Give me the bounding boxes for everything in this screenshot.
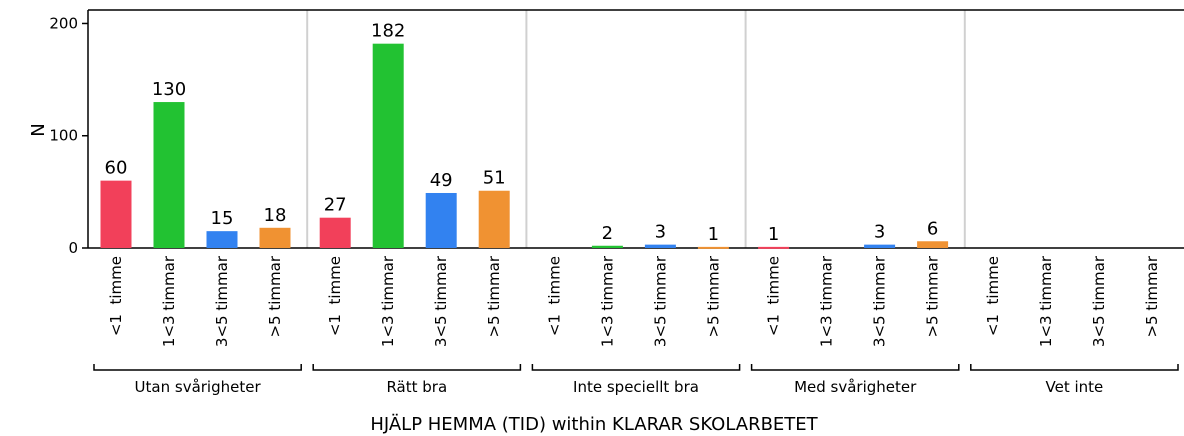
group-label: Rätt bra xyxy=(386,378,447,396)
sub-category-label: 1<3 timmar xyxy=(818,255,836,347)
group-bracket xyxy=(312,364,522,371)
value-label: 3 xyxy=(655,222,666,243)
bar xyxy=(478,190,510,248)
sub-category-label: 3<5 timmar xyxy=(871,255,889,347)
sub-category-label: <1 timme xyxy=(545,256,563,336)
bar xyxy=(319,217,351,248)
bar xyxy=(917,241,949,248)
y-tick-label: 200 xyxy=(49,14,78,32)
value-label: 3 xyxy=(874,222,885,243)
sub-category-label: 1<3 timmar xyxy=(1037,255,1055,347)
value-label: 18 xyxy=(264,205,287,226)
group-bracket xyxy=(970,364,1179,371)
bar xyxy=(697,246,729,249)
value-label: 1 xyxy=(708,224,719,245)
value-label: 15 xyxy=(211,208,234,229)
value-label: 130 xyxy=(152,79,186,100)
value-label: 1 xyxy=(768,224,779,245)
sub-category-label: 3<5 timmar xyxy=(432,255,450,347)
bar xyxy=(372,43,404,248)
bar xyxy=(153,102,185,248)
y-tick-label: 0 xyxy=(68,239,78,257)
bar xyxy=(100,180,132,248)
sub-category-label: <1 timme xyxy=(107,256,125,336)
group-label: Utan svårigheter xyxy=(135,378,262,396)
sub-category-label: 3<5 timmar xyxy=(1090,255,1108,347)
sub-category-label: 3<5 timmar xyxy=(213,255,231,347)
bar xyxy=(864,244,896,248)
sub-category-label: >5 timmar xyxy=(1143,255,1161,337)
sub-category-label: 3<5 timmar xyxy=(651,255,669,347)
group-label: Inte speciellt bra xyxy=(573,378,699,396)
bar xyxy=(206,231,238,248)
sub-category-label: >5 timmar xyxy=(924,255,942,337)
group-label: Med svårigheter xyxy=(794,378,917,396)
group-bracket xyxy=(531,364,741,371)
sub-category-label: >5 timmar xyxy=(704,255,722,337)
group-label: Vet inte xyxy=(1046,378,1104,396)
sub-category-label: 1<3 timmar xyxy=(379,255,397,347)
value-label: 27 xyxy=(324,195,347,216)
value-label: 6 xyxy=(927,218,938,239)
value-label: 51 xyxy=(483,168,506,189)
sub-category-label: <1 timme xyxy=(984,256,1002,336)
bar xyxy=(644,244,676,248)
group-bracket xyxy=(750,364,960,371)
y-axis-title: N xyxy=(28,123,49,136)
sub-category-label: 1<3 timmar xyxy=(160,255,178,347)
sub-category-label: >5 timmar xyxy=(266,255,284,337)
value-label: 182 xyxy=(371,21,405,42)
sub-category-label: 1<3 timmar xyxy=(598,255,616,347)
value-label: 49 xyxy=(430,170,453,191)
sub-category-label: <1 timme xyxy=(765,256,783,336)
sub-category-label: <1 timme xyxy=(326,256,344,336)
bar xyxy=(259,227,291,248)
bar xyxy=(425,192,457,248)
value-label: 60 xyxy=(105,158,128,179)
sub-category-label: >5 timmar xyxy=(485,255,503,337)
bar xyxy=(591,245,623,248)
x-axis-title: HJÄLP HEMMA (TID) within KLARAR SKOLARBE… xyxy=(370,414,818,435)
bar xyxy=(758,246,790,249)
group-bracket xyxy=(93,364,302,371)
value-label: 2 xyxy=(602,223,613,244)
y-tick-label: 100 xyxy=(49,127,78,145)
